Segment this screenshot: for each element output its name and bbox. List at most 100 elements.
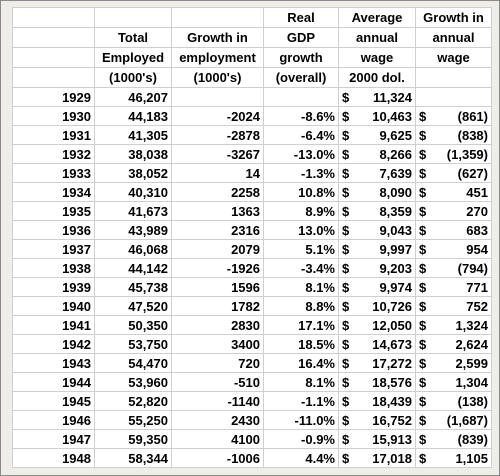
money: $8,090 [342,184,412,201]
cell: 41,673 [94,201,172,221]
cell: 52,820 [94,391,172,411]
data-row: 1929 46,207 $11,324 [12,87,492,107]
data-row: 1930 44,183 -2024 -8.6% $10,463 $ (861) [12,106,492,126]
currency-symbol: $ [419,165,427,181]
money-cell: $752 [415,296,492,316]
currency-symbol: $ [342,355,350,371]
cell: -1926 [171,258,264,278]
cell: 54,470 [94,353,172,373]
year-cell: 1948 [12,448,95,468]
cell: 40,310 [94,182,172,202]
money: $ (839) [419,431,488,448]
amount: 10,726 [372,298,412,314]
currency-symbol: $ [342,108,350,124]
amount: 451 [466,184,488,200]
currency-symbol: $ [419,393,427,409]
cell: 41,305 [94,125,172,145]
header-cell: Employed [94,47,172,68]
money: $ (1,359) [419,146,488,163]
money: $ (627) [419,165,488,182]
amount: 17,018 [372,450,412,466]
cell: 18.5% [263,334,339,354]
cell: 8.1% [263,277,339,297]
money: $10,726 [342,298,412,315]
cell: 16.4% [263,353,339,373]
header-cell: (overall) [263,67,339,88]
currency-symbol: $ [419,146,427,162]
cell: 2079 [171,239,264,259]
money-cell: $9,997 [338,239,416,259]
money: $10,463 [342,108,412,125]
money-cell: $2,624 [415,334,492,354]
cell: 1363 [171,201,264,221]
currency-symbol: $ [419,317,427,333]
currency-symbol: $ [342,412,350,428]
money-cell: $18,576 [338,372,416,392]
data-row: 1933 38,052 14 -1.3% $7,639 $ (627) [12,163,492,183]
year-cell: 1942 [12,334,95,354]
cell: 38,038 [94,144,172,164]
amount: 7,639 [379,165,412,181]
header-cell [12,67,95,88]
cell: -2878 [171,125,264,145]
money-cell: $1,105 [415,448,492,468]
money-cell: $17,018 [338,448,416,468]
cell: -11.0% [263,410,339,430]
money-cell: $7,639 [338,163,416,183]
cell: 1782 [171,296,264,316]
money-cell: $9,043 [338,220,416,240]
year-cell: 1941 [12,315,95,335]
amount: 18,576 [372,374,412,390]
money: $954 [419,241,488,258]
amount: (838) [457,127,488,143]
money-cell: $771 [415,277,492,297]
year-cell: 1944 [12,372,95,392]
cell: 10.8% [263,182,339,202]
money-cell: $10,463 [338,106,416,126]
header-cell: (1000's) [94,67,172,88]
header-cell: 2000 dol. [338,67,416,88]
currency-symbol: $ [342,203,350,219]
money: $8,266 [342,146,412,163]
currency-symbol: $ [419,412,427,428]
money-cell: $2,599 [415,353,492,373]
currency-symbol: $ [419,431,427,447]
header-cell [12,27,95,48]
data-row: 1941 50,350 2830 17.1% $12,050 $1,324 [12,315,492,335]
amount: 2,599 [455,355,488,371]
amount: 12,050 [372,317,412,333]
header-cell: GDP [263,27,339,48]
money: $2,624 [419,336,488,353]
currency-symbol: $ [419,279,427,295]
data-table: Real Average Growth in Total Growth in GDP ann… [12,7,492,468]
data-row: 1948 58,344 -1006 4.4% $17,018 $1,105 [12,448,492,468]
cell: 53,750 [94,334,172,354]
currency-symbol: $ [342,184,350,200]
cell: -510 [171,372,264,392]
header-row: Total Growth in GDP annual annual [12,27,492,48]
cell: 8.9% [263,201,339,221]
money: $ (861) [419,108,488,125]
cell: 50,350 [94,315,172,335]
cell [263,87,339,107]
money: $771 [419,279,488,296]
money-cell: $12,050 [338,315,416,335]
money: $451 [419,184,488,201]
amount: (1,687) [446,412,488,428]
money-cell: $18,439 [338,391,416,411]
cell: -13.0% [263,144,339,164]
money: $12,050 [342,317,412,334]
amount: (138) [457,393,488,409]
cell: 17.1% [263,315,339,335]
cell: 4.4% [263,448,339,468]
amount: 1,105 [455,450,488,466]
amount: 11,324 [372,89,412,105]
amount: 15,913 [372,431,412,447]
amount: (861) [457,108,488,124]
money: $1,304 [419,374,488,391]
currency-symbol: $ [419,203,427,219]
data-row: 1946 55,250 2430 -11.0% $16,752 $ (1,687) [12,410,492,430]
data-row: 1940 47,520 1782 8.8% $10,726 $752 [12,296,492,316]
data-row: 1937 46,068 2079 5.1% $9,997 $954 [12,239,492,259]
